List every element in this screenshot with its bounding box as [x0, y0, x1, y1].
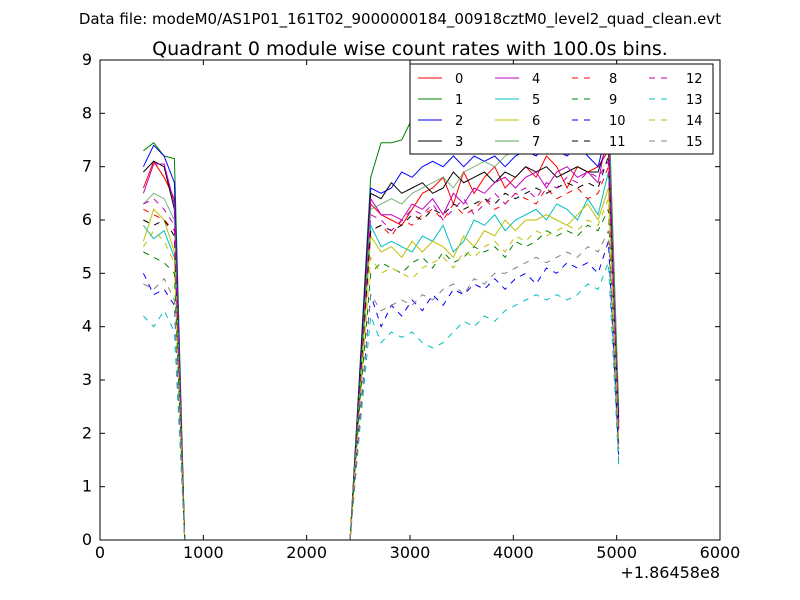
legend-label-3: 3 [455, 135, 463, 150]
series-line-15 [143, 230, 620, 541]
y-tick-label: 3 [82, 370, 92, 389]
legend-label-2: 2 [455, 114, 463, 129]
legend-label-10: 10 [609, 114, 626, 129]
y-tick-label: 5 [82, 263, 92, 282]
series-line-8 [143, 166, 620, 541]
series-line-12 [143, 159, 620, 541]
legend-label-0: 0 [455, 72, 463, 87]
legend-label-9: 9 [609, 93, 617, 108]
legend-label-13: 13 [686, 93, 703, 108]
legend-label-6: 6 [532, 114, 540, 129]
chart-title: Quadrant 0 module wise count rates with … [152, 38, 668, 60]
series-line-5 [143, 171, 620, 541]
series-line-13 [143, 262, 620, 541]
x-tick-label: 0 [95, 543, 105, 562]
x-tick-label: 4000 [493, 543, 534, 562]
x-offset-label: +1.86458e8 [620, 563, 720, 582]
suptitle: Data file: modeM0/AS1P01_161T02_90000001… [79, 10, 721, 29]
y-tick-label: 8 [82, 103, 92, 122]
legend-label-14: 14 [686, 114, 703, 129]
y-tick-label: 7 [82, 157, 92, 176]
legend-label-12: 12 [686, 72, 703, 87]
series-line-9 [143, 209, 620, 541]
series-line-14 [142, 198, 620, 541]
legend-label-7: 7 [532, 135, 540, 150]
series-line-10 [142, 241, 620, 541]
x-tick-label: 2000 [286, 543, 327, 562]
x-tick-label: 1000 [183, 543, 224, 562]
legend-label-15: 15 [686, 135, 703, 150]
series-layer [142, 96, 620, 541]
legend-frame [409, 63, 714, 155]
y-tick-label: 2 [82, 423, 92, 442]
x-tick-label: 5000 [596, 543, 637, 562]
legend-label-5: 5 [532, 93, 540, 108]
series-line-6 [142, 187, 620, 541]
series-line-4 [142, 129, 620, 541]
x-tick-label: 6000 [700, 543, 741, 562]
series-line-0 [142, 149, 620, 541]
legend-label-8: 8 [609, 72, 617, 87]
y-tick-label: 9 [82, 50, 92, 69]
series-line-3 [143, 139, 620, 541]
y-tick-label: 6 [82, 210, 92, 229]
y-tick-label: 4 [82, 317, 92, 336]
legend-label-11: 11 [609, 135, 626, 150]
series-line-1 [143, 96, 620, 541]
legend-label-1: 1 [455, 93, 463, 108]
legend-label-4: 4 [532, 72, 540, 87]
x-tick-label: 3000 [390, 543, 431, 562]
y-tick-label: 0 [82, 530, 92, 549]
series-line-11 [143, 155, 620, 541]
y-tick-label: 1 [82, 477, 92, 496]
